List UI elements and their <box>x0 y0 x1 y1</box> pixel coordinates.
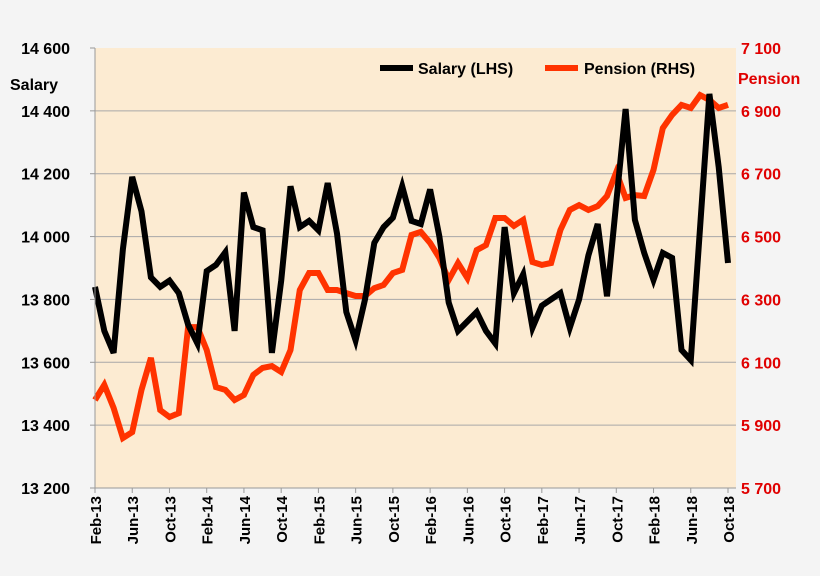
y-left-tick-label: 14 400 <box>21 104 70 121</box>
legend-pension-label: Pension (RHS) <box>584 61 695 78</box>
y-left-tick-label: 14 000 <box>21 230 70 247</box>
x-tick-label: Oct-17 <box>609 496 626 543</box>
y-left-tick-label: 13 600 <box>21 355 70 372</box>
x-tick-label: Feb-15 <box>311 496 328 544</box>
y-left-tick-label: 14 200 <box>21 167 70 184</box>
x-tick-label: Feb-18 <box>647 496 664 544</box>
x-tick-label: Jun-14 <box>237 495 254 544</box>
y-left-tick-label: 13 200 <box>21 481 70 498</box>
x-tick-label: Jun-17 <box>572 496 589 544</box>
x-tick-label: Feb-16 <box>423 496 440 544</box>
y-right-tick-label: 7 100 <box>741 41 781 58</box>
y-right-tick-label: 6 100 <box>741 355 781 372</box>
x-tick-label: Jun-16 <box>460 496 477 544</box>
x-tick-label: Oct-13 <box>162 496 179 543</box>
y-right-tick-label: 5 900 <box>741 418 781 435</box>
y-right-tick-label: 6 300 <box>741 292 781 309</box>
legend: Salary (LHS) Pension (RHS) <box>380 61 695 78</box>
y-right-tick-label: 5 700 <box>741 481 781 498</box>
x-tick-label: Oct-15 <box>386 496 403 543</box>
x-tick-label: Oct-18 <box>721 496 738 543</box>
y-left-tick-label: 14 600 <box>21 41 70 58</box>
y-right-tick-label: 6 500 <box>741 230 781 247</box>
x-tick-label: Jun-13 <box>125 496 142 544</box>
y-left-tick-label: 13 800 <box>21 292 70 309</box>
legend-salary-label: Salary (LHS) <box>418 61 513 78</box>
x-tick-label: Jun-15 <box>349 496 366 544</box>
x-tick-label: Feb-14 <box>200 495 217 544</box>
right-axis-label: Pension <box>738 71 800 88</box>
x-tick-label: Feb-13 <box>88 496 105 544</box>
y-right-tick-label: 6 900 <box>741 104 781 121</box>
y-right-tick-label: 6 700 <box>741 167 781 184</box>
y-left-tick-label: 13 400 <box>21 418 70 435</box>
x-tick-label: Jun-18 <box>684 496 701 544</box>
x-tick-label: Oct-14 <box>274 495 291 542</box>
x-tick-label: Oct-16 <box>498 496 515 543</box>
x-tick-label: Feb-17 <box>535 496 552 544</box>
plot-area <box>95 48 736 488</box>
left-axis-label: Salary <box>10 77 58 94</box>
